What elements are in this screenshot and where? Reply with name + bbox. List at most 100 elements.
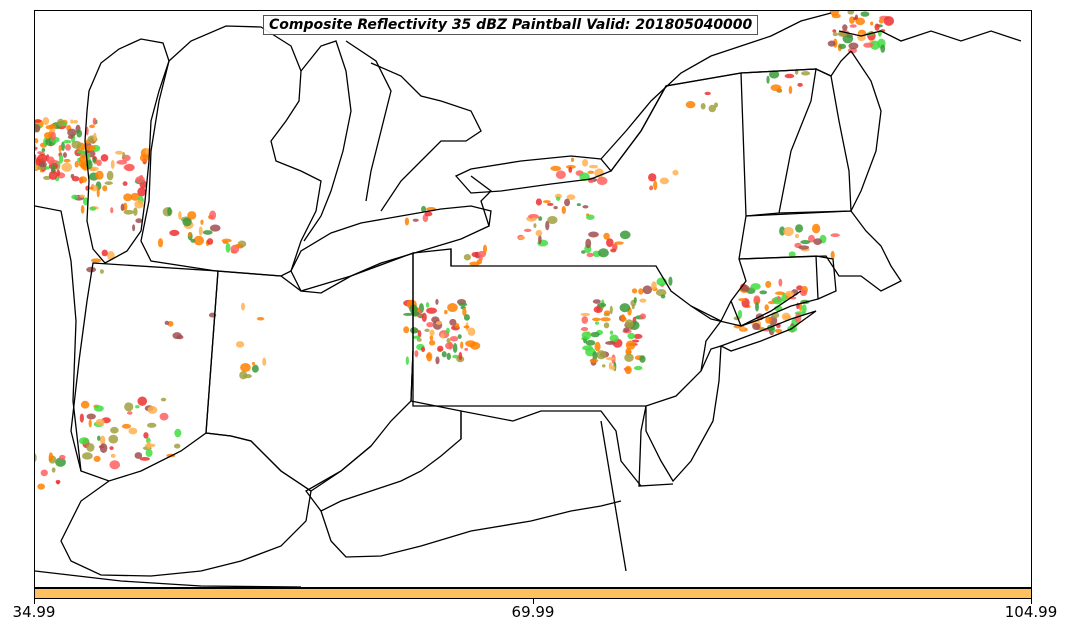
reflectivity-blob [463,253,471,261]
map-canvas [35,11,1022,587]
reflectivity-blob [764,304,769,311]
reflectivity-blob [609,305,613,315]
reflectivity-blob [426,321,434,328]
reflectivity-blob [102,185,108,192]
reflectivity-blob [798,245,810,250]
reflectivity-blob [424,211,433,217]
reflectivity-blob [538,234,542,245]
reflectivity-blob [209,224,221,232]
reflectivity-blob [86,153,91,158]
reflectivity-blob [582,159,589,167]
reflectivity-blob [134,452,143,459]
reflectivity-blob [597,302,607,308]
reflectivity-blob [79,413,84,423]
reflectivity-blob [619,230,631,240]
reflectivity-blob [139,154,149,162]
reflectivity-blob [533,223,537,229]
reflectivity-blob [101,249,108,257]
reflectivity-blob [610,248,617,253]
reflectivity-blob [848,42,859,50]
reflectivity-blob [586,214,595,220]
reflectivity-blob [225,242,231,253]
reflectivity-blob [594,341,601,352]
reflectivity-blob [625,340,636,350]
reflectivity-blob [124,402,134,412]
reflectivity-blob [605,341,616,345]
reflectivity-blob [827,40,836,47]
reflectivity-blob [172,332,182,340]
reflectivity-blob [777,295,781,300]
reflectivity-blob [93,405,104,412]
reflectivity-blob [187,211,197,220]
reflectivity-blob [62,152,67,158]
reflectivity-blob [596,176,608,186]
colorbar-tick-mark [34,599,35,604]
reflectivity-blob [45,125,55,130]
reflectivity-blob [631,304,635,310]
reflectivity-blob [580,327,589,332]
reflectivity-blob [799,302,803,312]
reflectivity-blob [774,328,783,333]
reflectivity-blob [146,440,151,450]
st-lawrence-river [600,12,832,160]
reflectivity-blob [221,238,232,243]
reflectivity-blob [428,340,436,346]
reflectivity-blob [86,413,96,420]
lake-erie-shoreline [290,205,492,294]
reflectivity-blob [449,335,459,342]
reflectivity-blob [59,454,66,460]
reflectivity-blob [620,314,626,323]
reflectivity-blob [465,340,477,348]
reflectivity-blob [73,119,78,124]
reflectivity-blob [660,294,666,299]
reflectivity-blob [545,220,550,231]
geography-lines [35,12,1022,587]
reflectivity-blob [92,157,97,163]
reflectivity-blob [80,400,90,409]
long-island-outline [719,310,817,352]
reflectivity-blob [776,88,782,93]
reflectivity-blob [831,13,841,19]
reflectivity-blob [609,334,619,343]
reflectivity-blob [82,197,89,206]
reflectivity-blob [765,280,772,288]
reflectivity-blob [96,159,102,167]
virginia-outline [320,500,622,558]
reflectivity-blob [704,91,711,96]
reflectivity-blob [193,235,204,246]
reflectivity-blob [593,306,603,313]
reflectivity-blob [42,116,50,126]
reflectivity-blob [121,423,132,429]
reflectivity-blob [79,194,86,198]
reflectivity-blob [425,302,430,308]
reflectivity-blob [60,141,65,151]
reflectivity-blob [795,224,804,233]
reflectivity-blob [847,11,855,15]
reflectivity-blob [424,328,430,333]
reflectivity-blob [708,104,716,113]
reflectivity-blob [412,311,420,316]
reflectivity-blob [555,170,566,179]
reflectivity-blob [43,175,51,180]
reflectivity-blob [795,312,802,323]
reflectivity-blob [92,117,97,126]
reflectivity-blob [601,364,606,368]
reflectivity-blob [462,307,467,317]
reflectivity-blob [115,150,123,155]
reflectivity-blob [202,230,213,235]
reflectivity-blob [755,301,759,312]
reflectivity-blob [631,288,638,294]
reflectivity-blob [801,304,807,314]
reflectivity-blob [482,244,488,254]
reflectivity-blob [146,422,157,428]
kentucky-outline [60,432,312,577]
reflectivity-blob [766,75,770,84]
reflectivity-blob [40,469,48,477]
reflectivity-blob [518,236,526,240]
reflectivity-blob [41,148,46,152]
reflectivity-blob [595,321,600,325]
colorbar [34,588,1032,599]
reflectivity-blob [606,238,614,248]
reflectivity-blob [157,238,164,248]
reflectivity-blob [857,33,866,42]
